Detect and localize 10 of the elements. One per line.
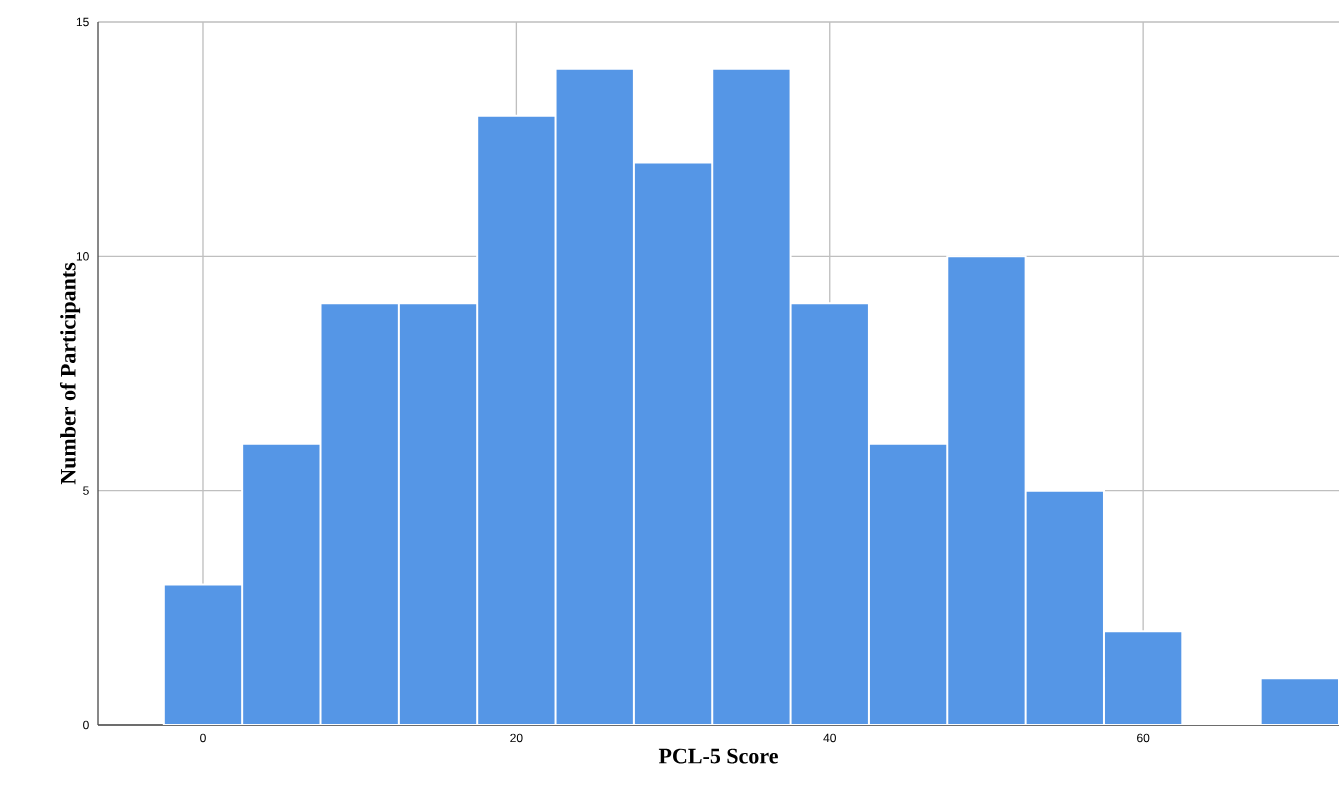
x-tick-label: 0 — [200, 733, 206, 743]
x-tick-label: 60 — [1137, 733, 1150, 743]
y-axis-title: Number of Participants — [59, 262, 81, 485]
y-tick-label: 5 — [83, 486, 89, 495]
y-tick-label: 10 — [76, 252, 89, 261]
x-tick-label: 40 — [823, 733, 836, 743]
y-tick-label: 0 — [83, 720, 89, 730]
y-tick-label: 15 — [76, 17, 89, 27]
x-tick-label: 20 — [510, 733, 523, 743]
x-axis-title: PCL-5 Score — [658, 748, 778, 764]
